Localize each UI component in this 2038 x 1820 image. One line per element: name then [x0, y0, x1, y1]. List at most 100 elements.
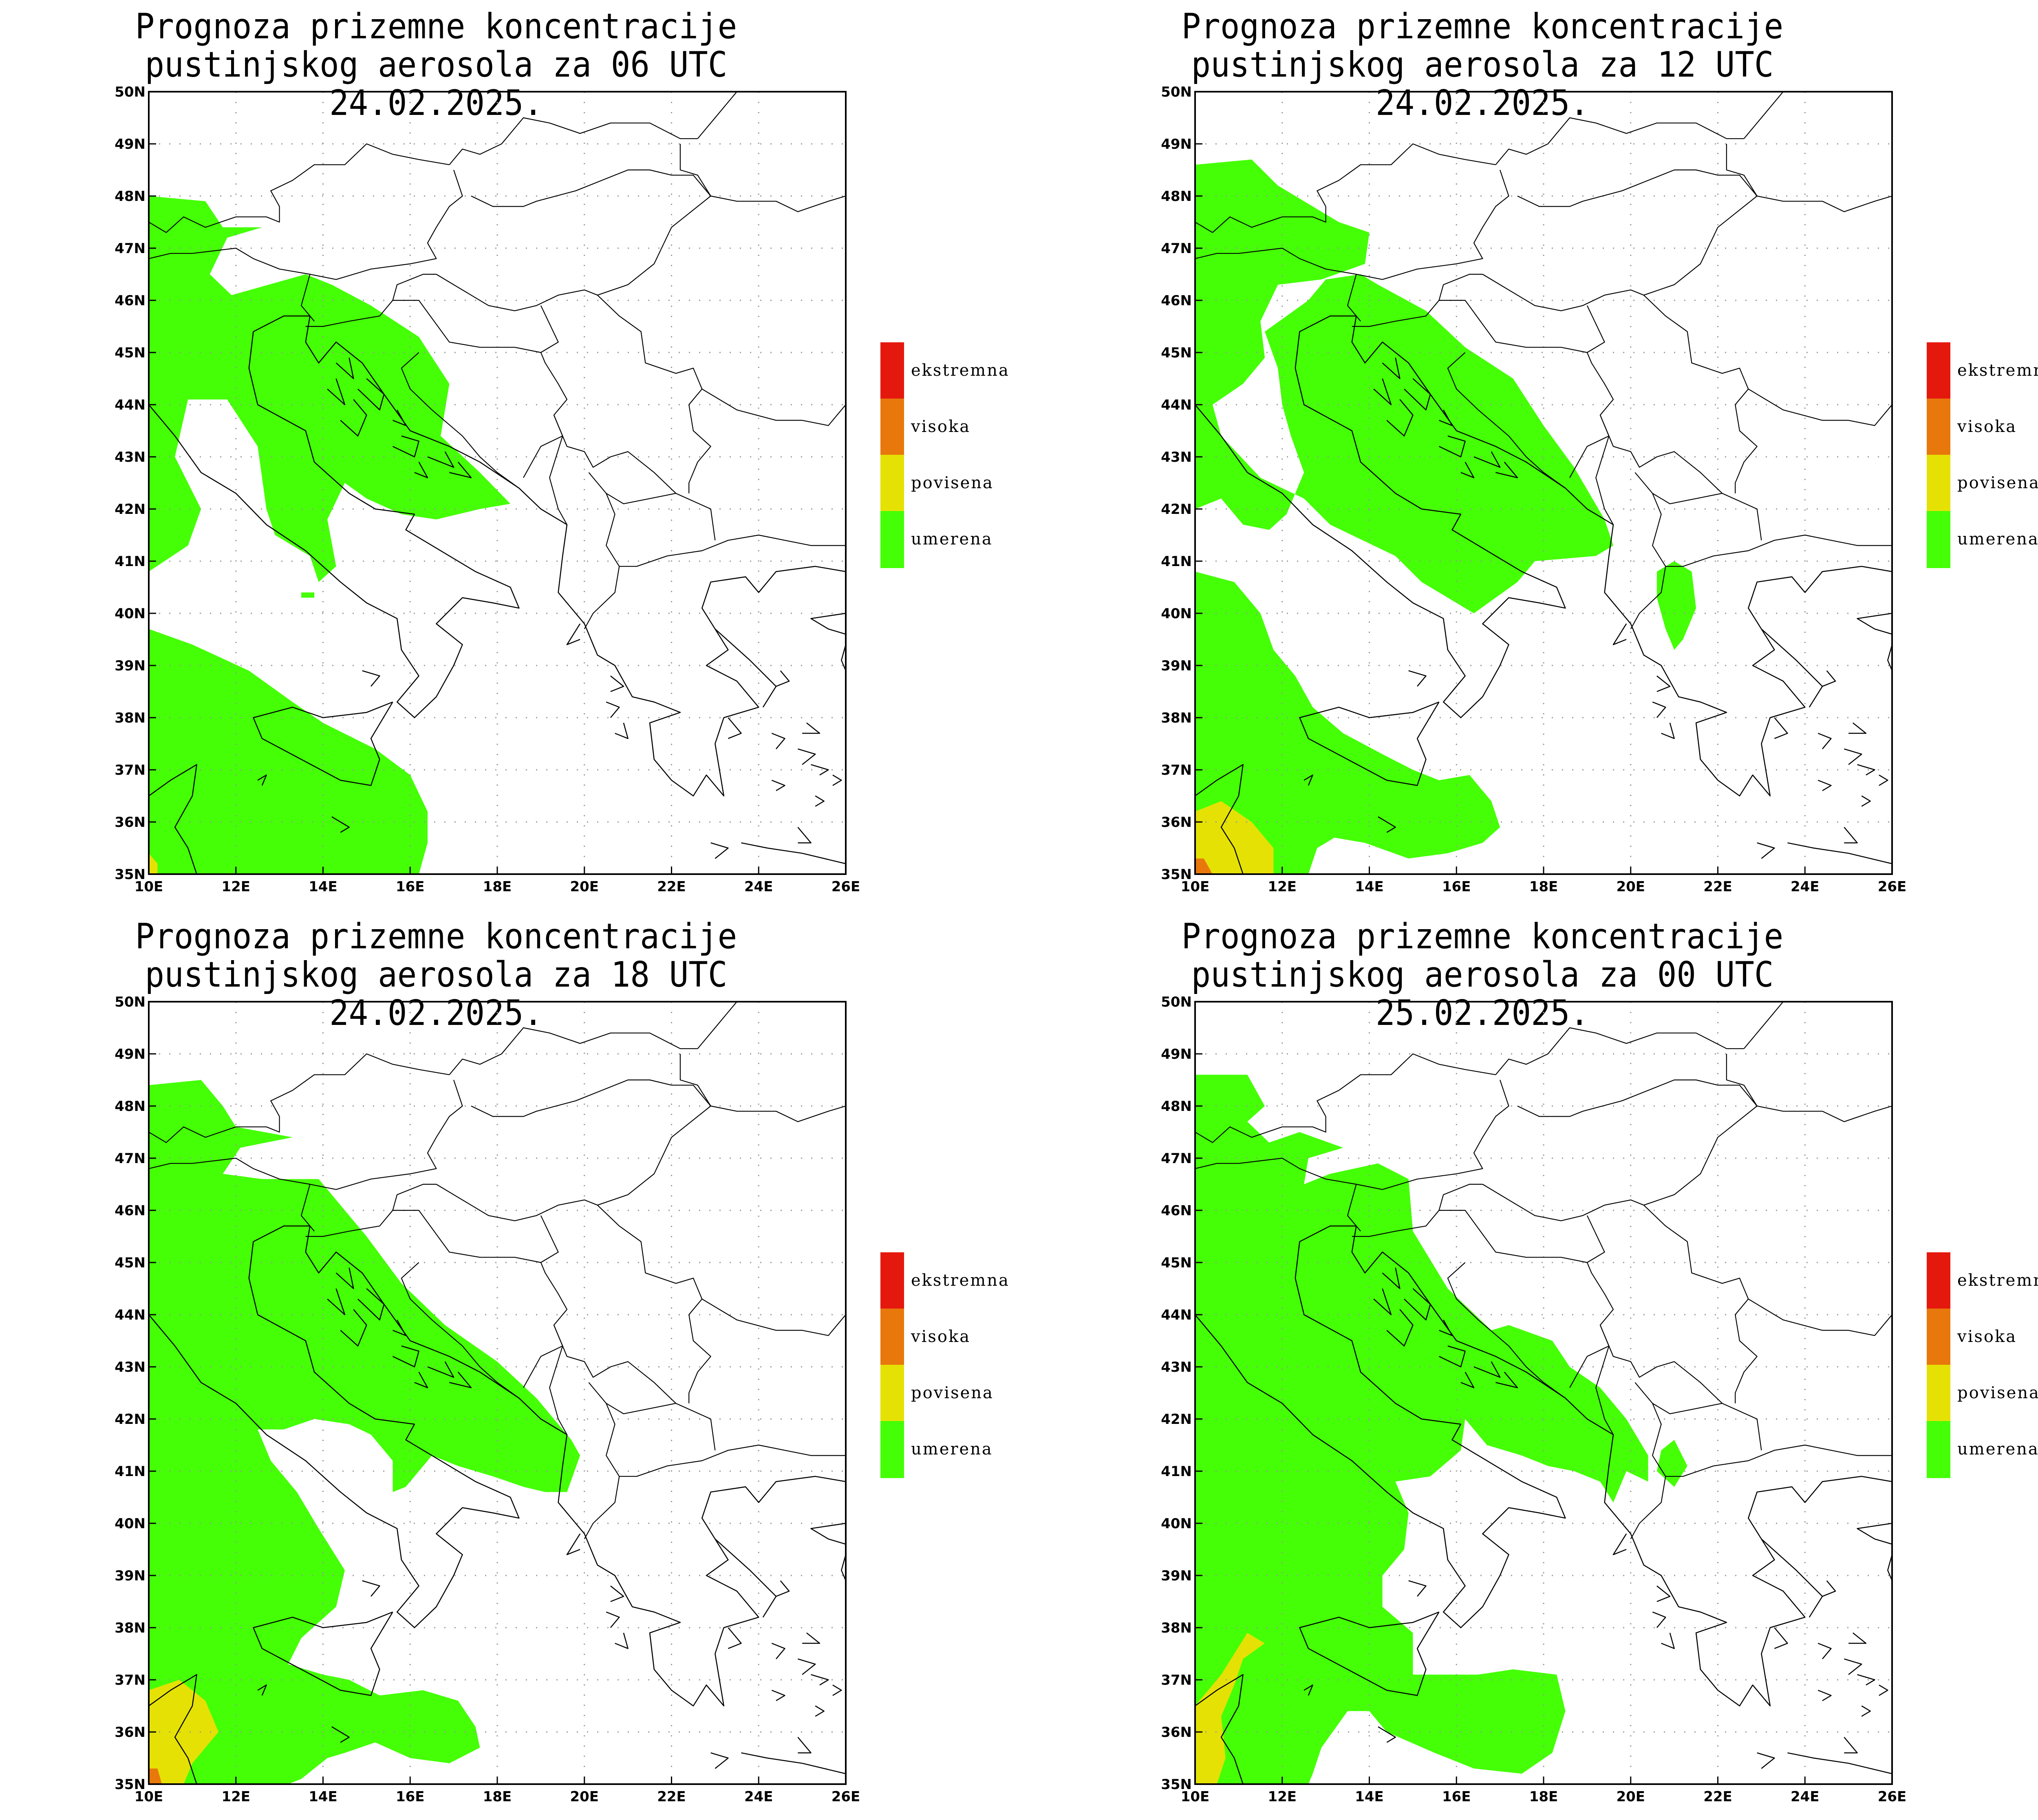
coastline — [566, 1533, 581, 1556]
legend-item-ekstremna: ekstremna — [880, 342, 1084, 399]
legend-label: ekstremna — [1957, 1271, 2038, 1290]
legend-swatch — [880, 1309, 904, 1366]
coastline — [1386, 1309, 1414, 1347]
panel-title: Prognoza prizemne koncentracije pustinjs… — [35, 7, 838, 122]
x-tick-label: 16E — [396, 1789, 425, 1805]
y-tick-label: 35N — [1161, 866, 1192, 883]
coastline — [715, 628, 777, 708]
country-border — [1643, 1205, 1758, 1404]
legend-swatch — [1927, 511, 1950, 568]
coastline — [1844, 1658, 1862, 1675]
country-border — [1726, 144, 1758, 196]
x-tick-label: 20E — [1616, 879, 1645, 895]
coastline — [392, 435, 419, 458]
coastline — [815, 795, 825, 807]
y-tick-label: 37N — [1161, 762, 1192, 778]
country-border — [1586, 305, 1605, 353]
coastline — [327, 1288, 346, 1315]
x-tick-label: 24E — [744, 1789, 773, 1805]
country-border — [436, 169, 711, 311]
title-line-1: Prognoza prizemne koncentracije — [135, 916, 737, 957]
coastline — [776, 670, 790, 687]
legend-item-povisena: povisena — [880, 455, 1084, 512]
coastline — [1761, 1538, 1823, 1618]
forecast-panel-00utc: Prognoza prizemne koncentracije pustinjs… — [1046, 910, 2038, 1820]
country-border — [1447, 352, 1566, 489]
title-line-2: pustinjskog aerosola za 12 UTC 24.02.202… — [1191, 44, 1774, 123]
y-tick-label: 35N — [115, 866, 146, 883]
country-border — [619, 534, 846, 567]
dust-map: 10E 12E 14E 16E 18E 20E 22E 24E 26E 50N 49N 48N 47N 4… — [1161, 84, 1907, 895]
coastline — [1879, 1684, 1888, 1696]
legend-label: ekstremna — [911, 361, 1010, 380]
y-tick-label: 36N — [1161, 814, 1192, 831]
country-border — [1595, 1346, 1614, 1435]
dust-map: 10E 12E 14E 16E 18E 20E 22E 24E 26E 50N 49N 48N 47N 4… — [115, 994, 860, 1805]
x-tick-label: 10E — [1181, 1789, 1210, 1805]
country-border — [1195, 1053, 1496, 1143]
country-border — [701, 1298, 846, 1336]
coastline — [393, 1320, 406, 1336]
y-tick-label: 48N — [115, 188, 146, 205]
coastline — [1460, 462, 1475, 478]
country-border — [449, 117, 698, 165]
coastline — [1652, 701, 1666, 718]
x-tick-label: 12E — [1268, 1789, 1297, 1805]
y-tick-label: 44N — [1161, 1307, 1192, 1323]
x-tick-label: 12E — [1268, 879, 1297, 895]
country-border — [449, 1027, 698, 1075]
country-border — [1495, 1027, 1744, 1075]
coastline — [710, 1752, 729, 1769]
country-border — [401, 1262, 520, 1399]
title-line-2: pustinjskog aerosola za 00 UTC 25.02.202… — [1191, 954, 1774, 1033]
dust-area-umerena — [301, 592, 315, 598]
country-border — [1652, 1403, 1762, 1450]
y-tick-label: 41N — [1161, 1463, 1192, 1480]
legend-swatch — [1927, 1309, 1950, 1366]
coastline — [1887, 1554, 1892, 1581]
coastline — [797, 1736, 812, 1754]
y-tick-label: 38N — [115, 710, 146, 726]
x-tick-label: 16E — [1442, 879, 1471, 895]
x-tick-label: 24E — [1791, 1789, 1820, 1805]
y-tick-label: 43N — [115, 449, 146, 465]
country-border — [1599, 1325, 1723, 1404]
country-border — [606, 493, 716, 540]
legend-label: umerena — [1957, 1440, 2038, 1459]
coastline — [1844, 826, 1858, 844]
legend-swatch — [880, 342, 904, 399]
y-tick-label: 39N — [1161, 1568, 1192, 1584]
coastline — [327, 378, 346, 405]
country-border — [584, 472, 620, 629]
legend-item-ekstremna: ekstremna — [1927, 342, 2038, 399]
coastline — [1195, 1225, 1892, 1707]
coastline — [1195, 764, 1244, 874]
country-border — [619, 1444, 846, 1477]
y-tick-label: 35N — [1161, 1776, 1192, 1793]
coastline — [149, 315, 846, 797]
country-border — [1195, 143, 1496, 233]
country-border — [1630, 472, 1666, 629]
coastline — [449, 1371, 472, 1388]
x-tick-label: 20E — [570, 879, 599, 895]
y-tick-label: 48N — [1161, 188, 1192, 205]
panel-title: Prognoza prizemne koncentracije pustinjs… — [1081, 917, 1884, 1032]
panel-title: Prognoza prizemne koncentracije pustinjs… — [35, 917, 838, 1032]
country-border — [1347, 274, 1361, 322]
legend-swatch — [880, 1365, 904, 1422]
coastline — [1195, 315, 1892, 797]
country-border — [436, 1079, 711, 1221]
coastline — [1378, 816, 1396, 833]
x-tick-label: 26E — [1878, 879, 1907, 895]
country-border — [149, 1080, 463, 1190]
coastline — [1844, 748, 1862, 765]
legend-swatch — [1927, 1421, 1950, 1478]
coastline — [606, 701, 620, 718]
legend-item-ekstremna: ekstremna — [1927, 1252, 2038, 1309]
y-tick-label: 43N — [1161, 449, 1192, 465]
coastline — [802, 722, 820, 734]
country-border — [300, 274, 315, 322]
legend-label: povisena — [911, 474, 994, 492]
y-tick-label: 37N — [1161, 1672, 1192, 1688]
x-tick-label: 12E — [221, 1789, 250, 1805]
